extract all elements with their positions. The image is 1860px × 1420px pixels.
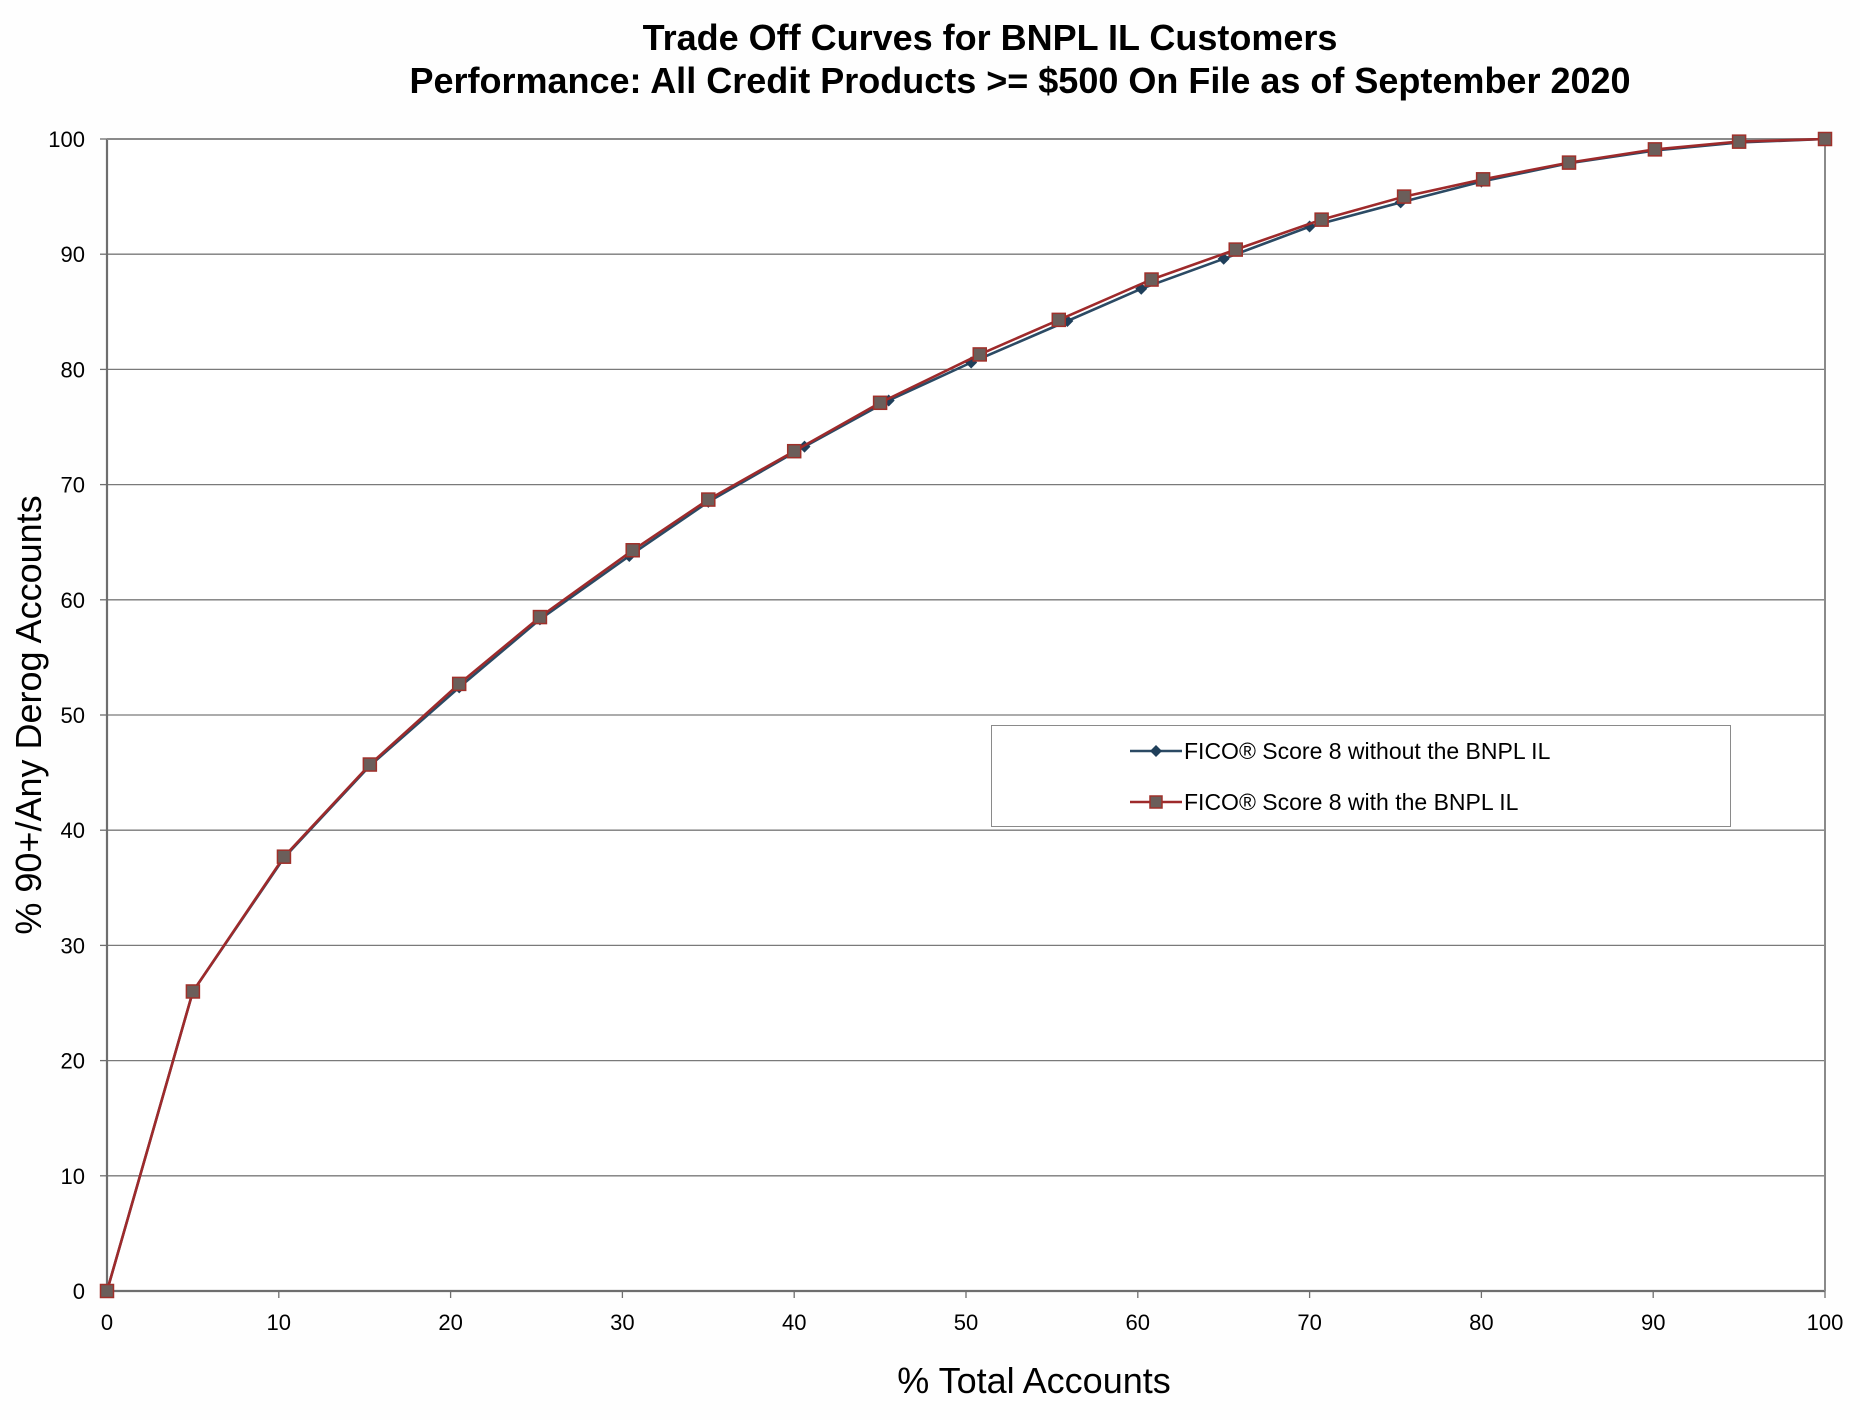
square-marker — [1144, 272, 1159, 287]
square-marker — [1647, 142, 1663, 157]
x-tick-label: 20 — [438, 1310, 462, 1335]
square-marker — [625, 543, 640, 558]
y-tick-label: 40 — [61, 818, 85, 843]
y-tick-label: 10 — [61, 1164, 85, 1189]
data-series — [99, 131, 1833, 1299]
x-tick-label: 60 — [1126, 1310, 1150, 1335]
x-tick-label: 10 — [267, 1310, 291, 1335]
y-tick-label: 0 — [73, 1279, 85, 1304]
diamond-marker-icon — [1130, 745, 1182, 757]
square-marker — [451, 676, 467, 692]
chart-title-line2: Performance: All Credit Products >= $500… — [409, 60, 1631, 101]
x-tick-label: 70 — [1297, 1310, 1321, 1335]
x-tick-label: 100 — [1807, 1310, 1844, 1335]
diamond-marker — [1217, 252, 1230, 265]
y-axis-label: % 90+/Any Derog Accounts — [8, 495, 49, 934]
x-tick-label: 90 — [1641, 1310, 1665, 1335]
y-tick-label: 100 — [48, 127, 85, 152]
y-tick-label: 90 — [61, 242, 85, 267]
square-marker — [1396, 189, 1412, 204]
x-tick-label: 50 — [954, 1310, 978, 1335]
x-tick-label: 0 — [101, 1310, 113, 1335]
chart-legend: FICO® Score 8 without the BNPL IL FICO® … — [991, 725, 1731, 827]
y-tick-label: 50 — [61, 703, 85, 728]
y-tick-label: 60 — [61, 588, 85, 613]
series-square — [99, 131, 1833, 1299]
square-marker — [1228, 242, 1243, 257]
legend-label: FICO® Score 8 with the BNPL IL — [1184, 788, 1519, 815]
legend-item-without-bnpl: FICO® Score 8 without the BNPL IL — [1130, 736, 1550, 766]
gridlines — [107, 138, 1825, 1292]
square-marker — [972, 347, 987, 362]
x-tick-label: 80 — [1469, 1310, 1493, 1335]
square-marker — [362, 757, 378, 772]
x-tick-label: 30 — [610, 1310, 634, 1335]
y-tick-label: 80 — [61, 357, 85, 382]
square-marker — [1314, 212, 1329, 227]
x-tick-label: 40 — [782, 1310, 806, 1335]
square-marker — [1475, 172, 1491, 187]
y-tick-label: 30 — [61, 933, 85, 958]
square-marker — [701, 492, 716, 507]
x-axis-label: % Total Accounts — [897, 1360, 1171, 1401]
square-marker — [185, 984, 201, 999]
square-marker — [532, 609, 548, 625]
y-tick-label: 20 — [61, 1049, 85, 1074]
square-marker — [1561, 155, 1577, 170]
legend-item-with-bnpl: FICO® Score 8 with the BNPL IL — [1130, 787, 1518, 817]
square-marker — [1051, 312, 1067, 328]
square-marker — [786, 443, 802, 459]
chart-title-line1: Trade Off Curves for BNPL IL Customers — [642, 17, 1338, 58]
y-tick-label: 70 — [61, 473, 85, 498]
square-marker — [276, 849, 292, 864]
square-marker-icon — [1130, 795, 1182, 809]
square-marker — [1731, 134, 1747, 149]
axes — [100, 138, 1826, 1298]
square-marker — [1817, 131, 1833, 147]
square-marker — [99, 1283, 115, 1299]
legend-label: FICO® Score 8 without the BNPL IL — [1184, 737, 1551, 764]
tick-labels: 0 10 20 30 40 50 60 70 80 90 100 0 10 20 30 40 50 60 70 80 9… — [48, 127, 1843, 1335]
square-marker — [872, 395, 888, 411]
